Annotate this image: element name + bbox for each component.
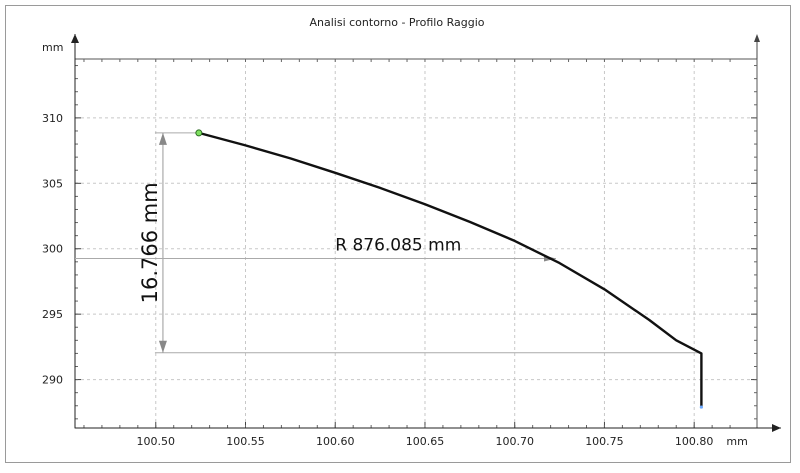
y-tick-label: 300 xyxy=(42,243,63,256)
x-axis-unit-label: mm xyxy=(726,435,747,448)
y-tick-label: 290 xyxy=(42,374,63,387)
chart-title: Analisi contorno - Profilo Raggio xyxy=(310,16,485,29)
x-tick-label: 100.65 xyxy=(406,435,445,448)
y-tick-label: 305 xyxy=(42,177,63,190)
grid-lines xyxy=(75,59,757,428)
start-point-marker xyxy=(195,129,203,137)
height-dimension-label: 16.766 mm xyxy=(138,182,162,303)
axes xyxy=(71,34,781,432)
x-axis-arrow xyxy=(772,424,781,432)
end-point-marker xyxy=(699,405,703,409)
y-axis-arrow xyxy=(71,34,79,43)
y-tick-label: 295 xyxy=(42,308,63,321)
x-tick-label: 100.50 xyxy=(137,435,176,448)
tick-labels: 100.50 100.55 100.60 100.65 100.70 100.75 100.… xyxy=(42,112,748,448)
right-axis-arrow xyxy=(754,34,760,42)
radius-profile-chart: Analisi contorno - Profilo Raggio 100.50… xyxy=(42,16,781,448)
y-axis-unit-label: mm xyxy=(42,41,63,54)
y-tick-label: 310 xyxy=(42,112,63,125)
data-series xyxy=(195,129,703,409)
chart-frame: Analisi contorno - Profilo Raggio 100.50… xyxy=(5,5,791,463)
height-arrow-bottom xyxy=(158,340,167,353)
annotations: 16.766 mm R 876.085 mm xyxy=(75,132,702,354)
x-tick-label: 100.60 xyxy=(316,435,355,448)
radius-label: R 876.085 mm xyxy=(335,236,461,256)
x-tick-label: 100.55 xyxy=(226,435,265,448)
height-arrow-top xyxy=(158,132,167,145)
x-tick-label: 100.70 xyxy=(495,435,534,448)
profile-curve xyxy=(198,131,703,408)
x-tick-label: 100.80 xyxy=(675,435,714,448)
x-tick-label: 100.75 xyxy=(585,435,624,448)
